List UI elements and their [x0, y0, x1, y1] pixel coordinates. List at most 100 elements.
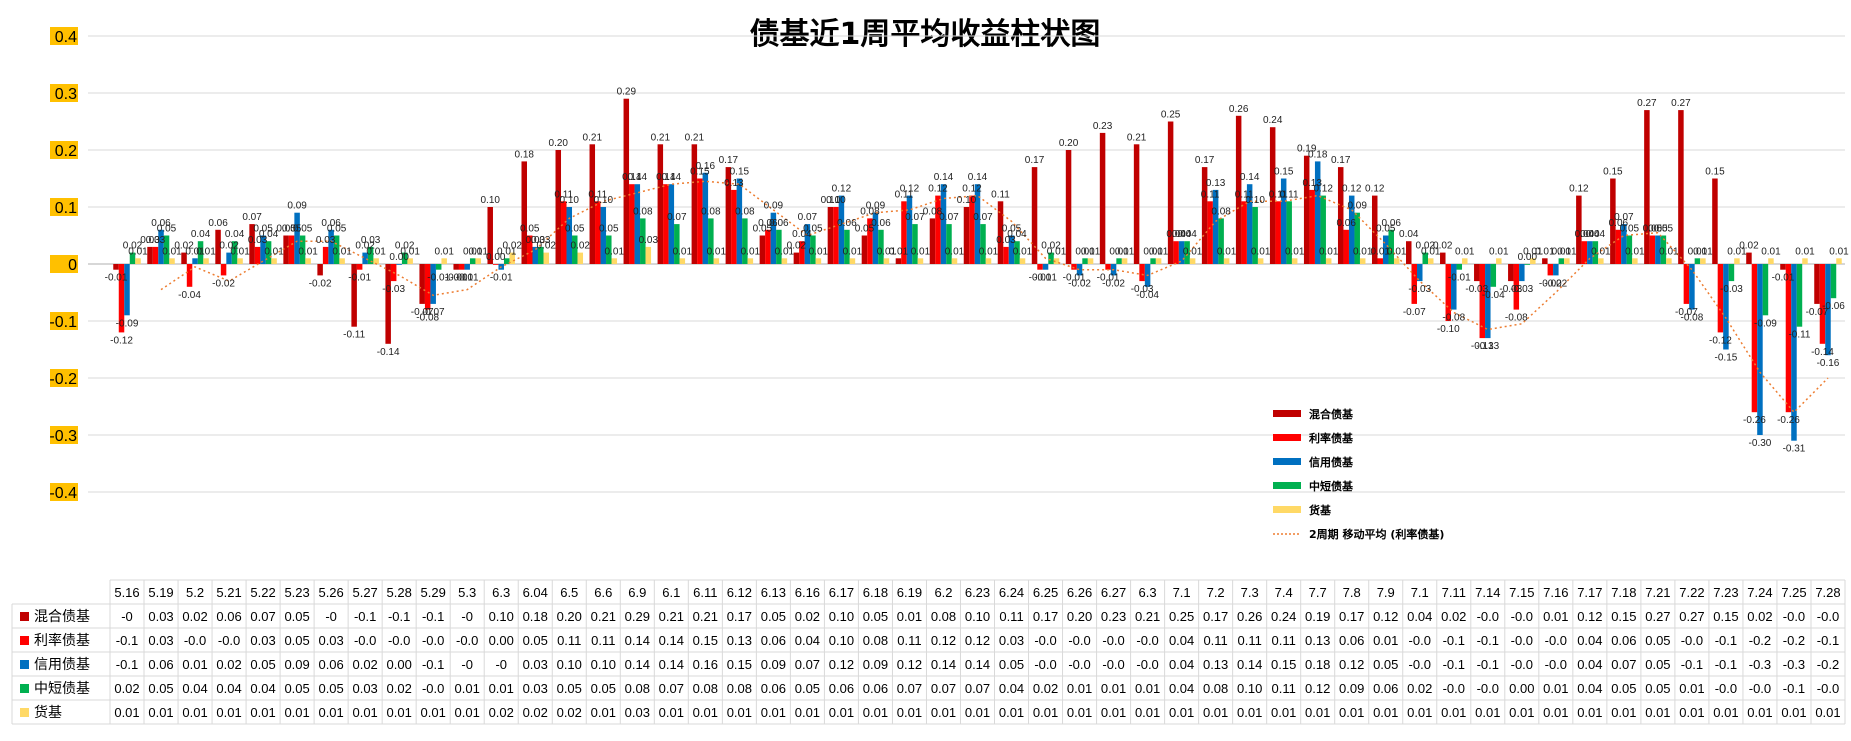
- bar-2-1: [158, 229, 164, 264]
- data-label: 0.01: [463, 246, 483, 257]
- data-label: 0.05: [293, 224, 313, 235]
- x-category-label: 5.29: [421, 585, 446, 600]
- bar-1-4: [254, 246, 261, 264]
- data-label: 0.14: [656, 172, 676, 183]
- table-cell: 0.05: [591, 681, 616, 696]
- table-cell: -0: [461, 657, 473, 672]
- table-cell: 0.00: [489, 633, 514, 648]
- bar-2-46: [1689, 264, 1695, 310]
- data-label: 0.01: [400, 246, 420, 257]
- bar-4-25: [985, 258, 992, 264]
- bar-2-14: [600, 207, 607, 264]
- x-category-label: 5.27: [352, 585, 377, 600]
- table-cell: 0.03: [999, 633, 1024, 648]
- bar-4-19: [781, 258, 788, 264]
- data-label: 0.08: [1211, 206, 1231, 217]
- bar-2-19: [770, 212, 777, 264]
- data-label: 0.01: [1591, 246, 1611, 257]
- table-cell: 0.01: [693, 705, 718, 720]
- bar-2-21: [838, 195, 845, 264]
- bar-3-4: [265, 241, 272, 264]
- data-label: 0.11: [554, 189, 573, 200]
- bar-0-1: [147, 246, 153, 264]
- data-label: 0.01: [775, 246, 795, 257]
- bar-2-24: [940, 184, 947, 264]
- data-label: 0.01: [945, 246, 965, 257]
- x-category-label: 7.1: [1173, 585, 1191, 600]
- bar-4-34: [1291, 258, 1298, 264]
- data-label: 0.14: [934, 172, 954, 183]
- data-label: 0.23: [1093, 121, 1113, 132]
- bar-0-22: [861, 235, 868, 264]
- data-label: 0.01: [1693, 246, 1713, 257]
- bar-1-43: [1581, 241, 1588, 264]
- bar-2-42: [1553, 264, 1559, 276]
- table-cell: 0.17: [1033, 609, 1058, 624]
- table-cell: 0.17: [1339, 609, 1364, 624]
- legend-label: 中短债基: [1309, 479, 1354, 493]
- bar-2-5: [294, 212, 300, 264]
- x-category-label: 5.21: [216, 585, 241, 600]
- y-tick-label: -0.1: [49, 314, 77, 331]
- data-label: 0.06: [1336, 218, 1356, 229]
- data-label: 0.07: [939, 212, 959, 223]
- table-legend-key: [20, 636, 29, 645]
- x-category-label: 6.9: [628, 585, 646, 600]
- table-cell: -0.0: [1409, 657, 1431, 672]
- table-cell: -0.2: [1749, 633, 1771, 648]
- bar-0-26: [997, 201, 1004, 264]
- data-label: 0.01: [1659, 246, 1679, 257]
- table-cell: 0.01: [284, 705, 309, 720]
- data-label: 0.02: [219, 241, 239, 252]
- data-label: -0.14: [377, 347, 400, 358]
- data-label: -0.09: [1754, 318, 1777, 329]
- table-cell: 0.08: [931, 609, 956, 624]
- data-label: 0.09: [287, 201, 307, 212]
- trendline-path: [160, 180, 1829, 414]
- data-label: 0.02: [537, 241, 557, 252]
- bar-3-43: [1592, 241, 1599, 264]
- x-category-label: 6.13: [761, 585, 786, 600]
- data-label: 0.07: [973, 212, 993, 223]
- bar-3-38: [1422, 252, 1429, 264]
- data-label: 0.01: [605, 246, 625, 257]
- table-cell: -0.0: [1409, 633, 1431, 648]
- table-cell: 0.01: [761, 705, 786, 720]
- table-cell: 0.01: [1237, 705, 1262, 720]
- data-label: 0.01: [1535, 246, 1555, 257]
- data-label: 0.19: [1297, 144, 1317, 155]
- data-table: 5.16 5.19 5.2 5.21 5.22 5.23 5.26 5.27 5.28 5.29 5…: [11, 579, 1846, 725]
- data-label: 0.01: [741, 246, 761, 257]
- table-cell: 0.12: [1373, 609, 1398, 624]
- table-cell: 0.01: [352, 705, 377, 720]
- data-label: 0.01: [673, 246, 693, 257]
- bar-0-4: [249, 224, 255, 264]
- x-category-label: 5.23: [284, 585, 309, 600]
- data-label: -0.09: [116, 318, 139, 329]
- data-label: 0.27: [1671, 98, 1691, 109]
- data-label: 0.03: [248, 235, 268, 246]
- table-cell: 0.01: [182, 705, 207, 720]
- data-label: -0.03: [1720, 284, 1743, 295]
- table-cell: 0.03: [148, 609, 173, 624]
- bar-4-27: [1053, 258, 1060, 264]
- legend-label: 利率债基: [1309, 431, 1354, 445]
- bar-0-23: [895, 258, 902, 264]
- table-cell: 0.01: [455, 681, 480, 696]
- y-tick-label: -0.3: [49, 428, 77, 445]
- data-label: -0.11: [1788, 330, 1810, 341]
- table-cell: 0.01: [1033, 705, 1058, 720]
- table-cell: 0.11: [999, 609, 1023, 624]
- bar-2-34: [1280, 178, 1287, 264]
- table-cell: 0.14: [965, 657, 990, 672]
- table-cell: 0.01: [965, 705, 990, 720]
- data-label: 0.27: [1637, 98, 1657, 109]
- data-label: 0.10: [821, 195, 841, 206]
- bar-2-50: [1825, 264, 1831, 356]
- table-cell: 0.01: [1101, 705, 1126, 720]
- data-label: -0.01: [427, 273, 450, 284]
- bar-3-21: [844, 229, 850, 264]
- table-cell: 0.01: [455, 705, 480, 720]
- x-category-label: 7.9: [1377, 585, 1395, 600]
